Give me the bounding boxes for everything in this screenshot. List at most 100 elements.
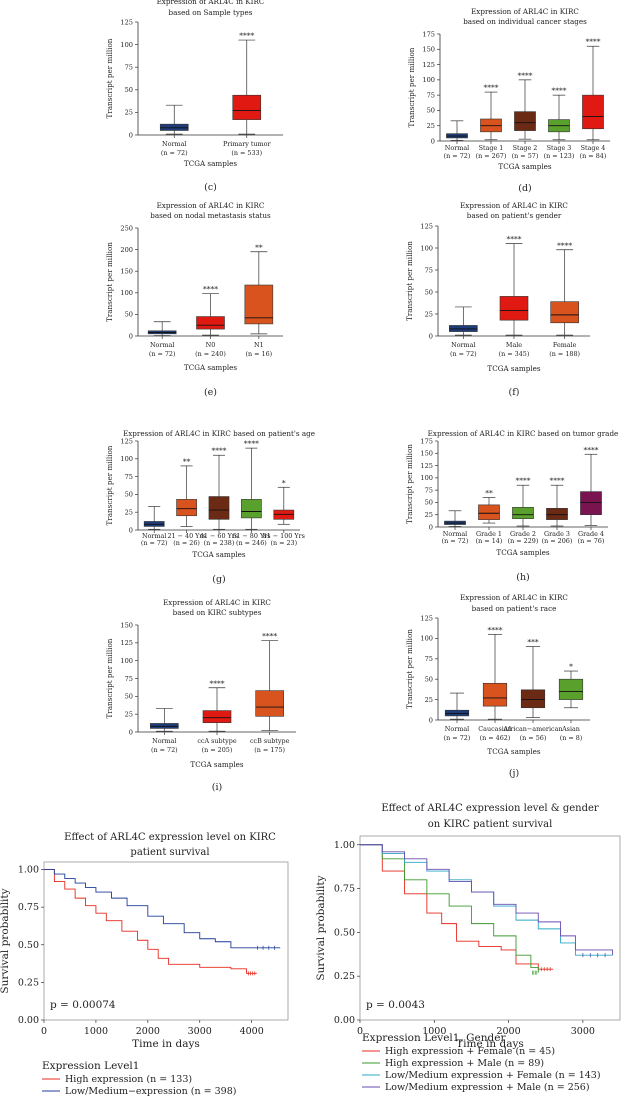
y-tick-label: 75: [125, 64, 133, 72]
box-iqr: [478, 504, 500, 520]
category-n-label: (n = 72): [141, 539, 168, 547]
box-iqr: [202, 710, 232, 724]
significance-label: ****: [518, 71, 533, 80]
km-panel-km_right: Effect of ARL4C expression level & gende…: [315, 803, 621, 1093]
y-tick-label: 0: [129, 332, 133, 340]
panel-title: Expression of ARL4C in KIRC: [157, 201, 265, 210]
box-iqr: [255, 690, 284, 717]
x-axis-label: TCGA samples: [192, 550, 245, 559]
box-0: Normal(n = 72): [449, 306, 478, 358]
legend-entry-0: High expression + Female (n = 45): [385, 1046, 555, 1057]
box-4: Stage 4(n = 84) ****: [580, 37, 607, 160]
panel-title: Expression of ARL4C in KIRC: [157, 0, 265, 6]
x-tick-label: 1000: [84, 1026, 108, 1037]
y-tick-label: 200: [120, 246, 133, 254]
y-axis-label: Transcript per million: [405, 629, 414, 709]
significance-label: ****: [586, 37, 601, 46]
category-n-label: (n = 8): [560, 734, 583, 742]
category-label: Normal: [162, 140, 186, 148]
significance-label: ****: [210, 679, 225, 688]
y-tick-label: 75: [425, 655, 433, 663]
category-label: ccA subtype: [197, 737, 237, 745]
category-label: Stage 4: [581, 144, 606, 152]
box-iqr: [580, 491, 602, 516]
category-label: Male: [506, 341, 522, 349]
legend-entry-2: Low/Medium expression + Female (n = 143): [385, 1070, 601, 1081]
category-n-label: (n = 72): [444, 734, 471, 742]
y-tick-label: 25: [425, 696, 433, 704]
category-label: Normal: [445, 725, 469, 733]
y-tick-label: 0: [129, 728, 133, 736]
legend-entry-0: High expression (n = 133): [65, 1074, 192, 1085]
category-n-label: (n = 238): [204, 539, 235, 547]
box-3: Asian(n = 8) *: [558, 662, 584, 742]
y-tick-label: 100: [120, 657, 133, 665]
y-tick-label: 50: [425, 676, 433, 684]
category-label: Stage 3: [547, 144, 572, 152]
km-title: patient survival: [130, 847, 209, 858]
box-iqr: [232, 94, 262, 120]
box-iqr: [208, 496, 230, 520]
category-label: Grade 2: [510, 530, 536, 538]
category-n-label: (n = 240): [195, 350, 226, 358]
legend-title: Expression Level1: [42, 1060, 139, 1072]
y-tick-label: 125: [120, 437, 133, 445]
category-label: 21 − 40 Yrs: [167, 532, 205, 540]
category-label: 61 − 80 Yrs: [232, 532, 270, 540]
significance-label: ****: [557, 241, 572, 250]
box-iqr: [482, 682, 508, 707]
x-axis-label: TCGA samples: [498, 162, 551, 171]
x-axis-label: Time in days: [132, 1038, 200, 1050]
plot-frame: [359, 835, 621, 1021]
y-tick-label: 125: [120, 639, 133, 647]
category-label: Normal: [150, 341, 174, 349]
survival-curve-1: [44, 869, 281, 949]
panel-label: (i): [212, 782, 222, 793]
panel-title: Expression of ARL4C in KIRC based on pat…: [123, 429, 315, 438]
y-tick-label: 50: [125, 491, 133, 499]
panel-label: (j): [509, 768, 519, 779]
category-n-label: (n = 72): [444, 152, 471, 160]
panel-title: Expression of ARL4C in KIRC: [460, 201, 568, 210]
y-tick-label: 100: [120, 41, 133, 49]
y-tick-label: 100: [420, 474, 433, 482]
x-tick-label: 4000: [240, 1026, 264, 1037]
y-tick-label: 25: [425, 511, 433, 519]
box-iqr: [176, 499, 197, 517]
box-1: 21 − 40 Yrs(n = 26) **: [167, 457, 205, 547]
legend-title: Expression Level1, Gender: [362, 1032, 506, 1044]
panel-label: (h): [516, 572, 530, 583]
category-n-label: (n = 72): [149, 350, 176, 358]
y-tick-label: 0.75: [334, 884, 355, 895]
significance-label: ****: [203, 285, 218, 294]
y-tick-label: 250: [120, 224, 133, 232]
y-tick-label: 75: [125, 473, 133, 481]
box-iqr: [582, 94, 604, 130]
x-axis-label: TCGA samples: [184, 159, 237, 168]
category-n-label: (n = 16): [246, 350, 273, 358]
panel-title: Expression of ARL4C in KIRC based on tum…: [428, 429, 619, 438]
significance-label: **: [183, 457, 191, 466]
box-iqr: [558, 678, 584, 700]
panel-title: Expression of ARL4C in KIRC: [163, 598, 271, 607]
y-tick-label: 175: [422, 30, 435, 38]
y-tick-label: 50: [425, 288, 433, 296]
y-tick-label: 0: [429, 716, 433, 724]
y-tick-label: 25: [125, 109, 133, 117]
y-tick-label: 175: [420, 437, 433, 445]
category-n-label: (n = 206): [542, 537, 573, 545]
panel-title: based on patient's gender: [467, 211, 562, 220]
km-title: Effect of ARL4C expression level & gende…: [381, 803, 599, 814]
box-3: 61 − 80 Yrs(n = 246) ****: [232, 439, 270, 547]
y-tick-label: 1.00: [334, 840, 355, 851]
y-tick-label: 0.25: [334, 971, 355, 982]
panel-label: (c): [204, 182, 217, 193]
y-axis-label: Transcript per million: [405, 444, 414, 524]
panel-title: based on KIRC subtypes: [173, 608, 262, 617]
significance-label: ****: [262, 632, 277, 641]
y-tick-label: 0: [129, 131, 133, 139]
box-1: ccA subtype(n = 205) ****: [197, 679, 237, 754]
y-tick-label: 125: [420, 222, 433, 230]
boxplot-panel-c: Expression of ARL4C in KIRC based on Samp…: [105, 0, 283, 193]
